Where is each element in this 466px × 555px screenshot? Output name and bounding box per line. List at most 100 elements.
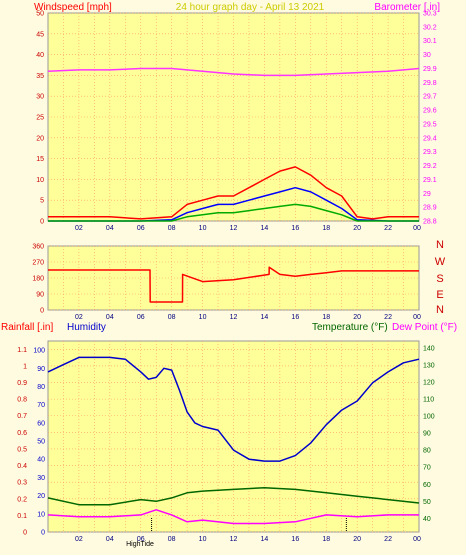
x-tick-label: 10 [199, 225, 207, 232]
y-right-tick-label: 50 [423, 499, 431, 506]
y-right-tick-label: 140 [423, 345, 435, 352]
x-tick-label: 04 [106, 536, 114, 543]
rainfall-axis-label: Rainfall [.in] [1, 322, 53, 333]
x-tick-label: 08 [168, 536, 176, 543]
y-right-tick-label: 90 [423, 431, 431, 438]
x-tick-label: 02 [75, 314, 83, 321]
y-left-tick-label: 45 [36, 31, 44, 38]
series-line-1-2 [48, 166, 419, 220]
y-left2-tick-label: 0 [41, 530, 45, 537]
y-left-tick-label: 0.8 [17, 397, 27, 404]
x-tick-label: 14 [261, 314, 269, 321]
x-tick-label: 14 [261, 536, 269, 543]
x-tick-label: 02 [75, 225, 83, 232]
x-tick-label: 20 [353, 536, 361, 543]
y-right-tick-label: 29.1 [423, 177, 437, 184]
y-left2-tick-label: 50 [37, 439, 45, 446]
y-left-tick-label: 0.5 [17, 446, 27, 453]
y-left-tick-label: 90 [36, 292, 44, 299]
y-left2-tick-label: 100 [33, 348, 45, 355]
y-right-tick-label: 29.8 [423, 80, 437, 87]
y-left-tick-label: 10 [36, 177, 44, 184]
x-tick-label: 14 [261, 225, 269, 232]
y-left-tick-label: 30 [36, 94, 44, 101]
y-left-tick-label: 180 [32, 276, 44, 283]
x-tick-label: 16 [291, 536, 299, 543]
y-left-tick-label: 0.7 [17, 413, 27, 420]
temperature-axis-label: Temperature (°F) [312, 322, 388, 333]
y-left-tick-label: 0 [40, 219, 44, 226]
x-tick-label: 06 [137, 314, 145, 321]
y-left2-tick-label: 40 [37, 457, 45, 464]
x-tick-label: 02 [75, 536, 83, 543]
y-left2-tick-label: 90 [37, 366, 45, 373]
y-right-tick-label: 70 [423, 465, 431, 472]
x-tick-label: 00 [413, 314, 421, 321]
x-tick-label: 18 [322, 225, 330, 232]
x-tick-label: 06 [137, 536, 145, 543]
y-right-tick-label: 30.3 [423, 11, 437, 18]
windspeed-axis-label: Windspeed [mph] [34, 2, 112, 13]
y-left-tick-label: 0.4 [17, 463, 27, 470]
y-right-tick-label: 28.9 [423, 205, 437, 212]
series-line-1-4 [48, 203, 419, 222]
x-tick-label: 20 [353, 314, 361, 321]
y-right-tick-label: 130 [423, 362, 435, 369]
y-right-tick-label: 110 [423, 396, 434, 403]
y-left2-tick-label: 80 [37, 384, 45, 391]
chart-title: 24 hour graph day - April 13 2021 [176, 2, 325, 13]
x-tick-label: 16 [291, 314, 299, 321]
x-tick-label: 10 [199, 314, 207, 321]
y-left-tick-label: 270 [32, 260, 44, 267]
x-tick-label: 12 [230, 536, 238, 543]
y-right-tick-label: 120 [423, 379, 435, 386]
y-right-tick-label: 60 [423, 482, 431, 489]
y-right-tick-label: 40 [423, 516, 431, 523]
x-tick-label: 00 [413, 225, 421, 232]
x-tick-label: 12 [230, 225, 238, 232]
y-left-tick-label: 0.9 [17, 380, 27, 387]
compass-n-top: N [436, 239, 444, 251]
y-right-tick-label: 30.1 [423, 38, 437, 45]
x-tick-label: 22 [384, 536, 392, 543]
y-right-tick-label: 100 [423, 414, 435, 421]
compass-e: E [436, 289, 443, 301]
y-right-tick-label: 29.4 [423, 135, 437, 142]
compass-w: W [435, 256, 446, 268]
x-tick-label: 22 [384, 225, 392, 232]
y-left-tick-label: 0.1 [17, 513, 27, 520]
compass-s: S [436, 273, 443, 285]
x-tick-label: 08 [168, 225, 176, 232]
y-left-tick-label: 0.2 [17, 496, 27, 503]
y-right-tick-label: 29 [423, 191, 431, 198]
series-line-3-1 [47, 356, 420, 462]
y-left-tick-label: 5 [40, 198, 44, 205]
y-left-tick-label: 35 [36, 73, 44, 80]
y-left-tick-label: 0.6 [17, 430, 27, 437]
y-left-tick-label: 15 [36, 156, 44, 163]
y-right-tick-label: 30 [423, 52, 431, 59]
y-left2-tick-label: 20 [37, 493, 45, 500]
y-left2-tick-label: 60 [37, 420, 45, 427]
series-line-2-1 [48, 266, 419, 303]
humidity-axis-label: Humidity [67, 322, 106, 333]
y-left2-tick-label: 10 [37, 511, 45, 518]
y-left-tick-label: 0 [23, 530, 27, 537]
x-tick-label: 20 [353, 225, 361, 232]
chart-panels: 02 04 06 08 10 12 14 16 18 20 22 000510152025303540… [17, 11, 436, 544]
high-tide-label: HighTide [126, 541, 154, 548]
y-right-tick-label: 30.2 [423, 24, 437, 31]
y-left-tick-label: 50 [36, 11, 44, 18]
x-tick-label: 10 [199, 536, 207, 543]
y-right-tick-label: 29.9 [423, 66, 437, 73]
y-right-tick-label: 29.3 [423, 149, 437, 156]
compass-n-bottom: N [436, 304, 444, 316]
y-right-tick-label: 80 [423, 448, 431, 455]
x-tick-label: 22 [384, 314, 392, 321]
y-right-tick-label: 29.7 [423, 94, 437, 101]
y-left2-tick-label: 70 [37, 402, 45, 409]
y-left-tick-label: 1.1 [17, 347, 27, 354]
x-tick-label: 00 [413, 536, 421, 543]
